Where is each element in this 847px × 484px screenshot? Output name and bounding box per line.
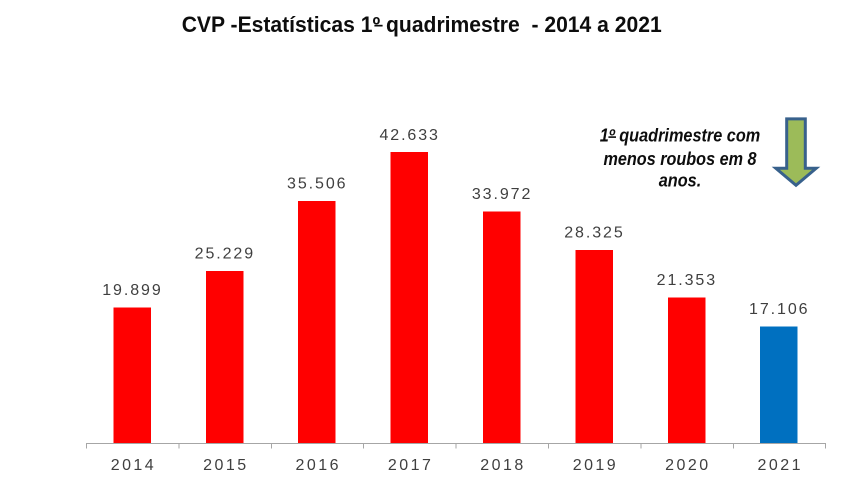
svg-text:17.106: 17.106 [749,301,808,318]
svg-text:33.972: 33.972 [472,186,531,203]
svg-text:28.325: 28.325 [564,225,623,242]
svg-text:21.353: 21.353 [657,272,716,289]
svg-text:menos roubos em 8: menos roubos em 8 [604,149,757,169]
svg-text:CVP -Estatísticas 1º quadrimes: CVP -Estatísticas 1º quadrimestre - 2014… [182,12,662,37]
svg-text:25.229: 25.229 [195,246,254,263]
svg-text:35.506: 35.506 [287,176,346,193]
svg-text:anos.: anos. [659,170,702,190]
svg-text:1º quadrimestre com: 1º quadrimestre com [600,125,761,145]
svg-text:42.633: 42.633 [379,127,438,144]
svg-text:19.899: 19.899 [102,282,161,299]
